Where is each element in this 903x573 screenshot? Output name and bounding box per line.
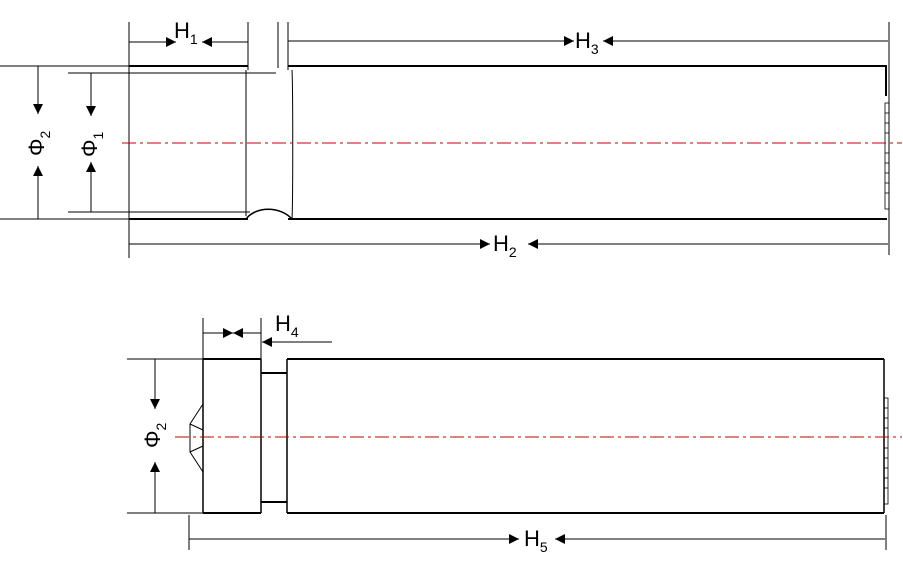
bottom-neck xyxy=(261,372,287,503)
h3-label: H3 xyxy=(575,28,599,57)
phi2-top-label: Φ2 xyxy=(24,130,53,156)
top-end-ribbing xyxy=(884,102,890,210)
top-long-body xyxy=(288,65,887,220)
bottom-view: H4 Φ2 H5 xyxy=(127,311,902,555)
dim-h3: H3 xyxy=(288,28,888,57)
dim-h2: H2 xyxy=(129,231,888,260)
dim-h1: H1 xyxy=(129,18,248,47)
dim-phi1: Φ1 xyxy=(77,73,106,212)
h2-label: H2 xyxy=(493,231,517,260)
bottom-end-ribbing xyxy=(883,397,889,505)
phi1-label: Φ1 xyxy=(77,131,106,157)
bottom-extension-lines xyxy=(127,318,887,550)
dim-phi2-bottom: Φ2 xyxy=(140,359,169,513)
top-neck-left-profile xyxy=(291,69,294,220)
h5-label: H5 xyxy=(524,526,548,555)
dim-h5: H5 xyxy=(189,526,885,555)
phi2-bottom-label: Φ2 xyxy=(140,422,169,448)
dim-phi2-top: Φ2 xyxy=(24,66,53,219)
top-left-block xyxy=(129,65,248,220)
h4-label: H4 xyxy=(275,311,299,340)
dim-h4: H4 xyxy=(203,311,332,347)
top-extension-lines xyxy=(0,22,890,258)
top-view: H1 H3 H2 Φ2 Φ1 xyxy=(0,18,902,260)
bottom-long-body xyxy=(286,358,885,514)
top-neck-groove xyxy=(245,208,293,220)
h1-label: H1 xyxy=(174,18,198,47)
bottom-head xyxy=(189,358,262,514)
